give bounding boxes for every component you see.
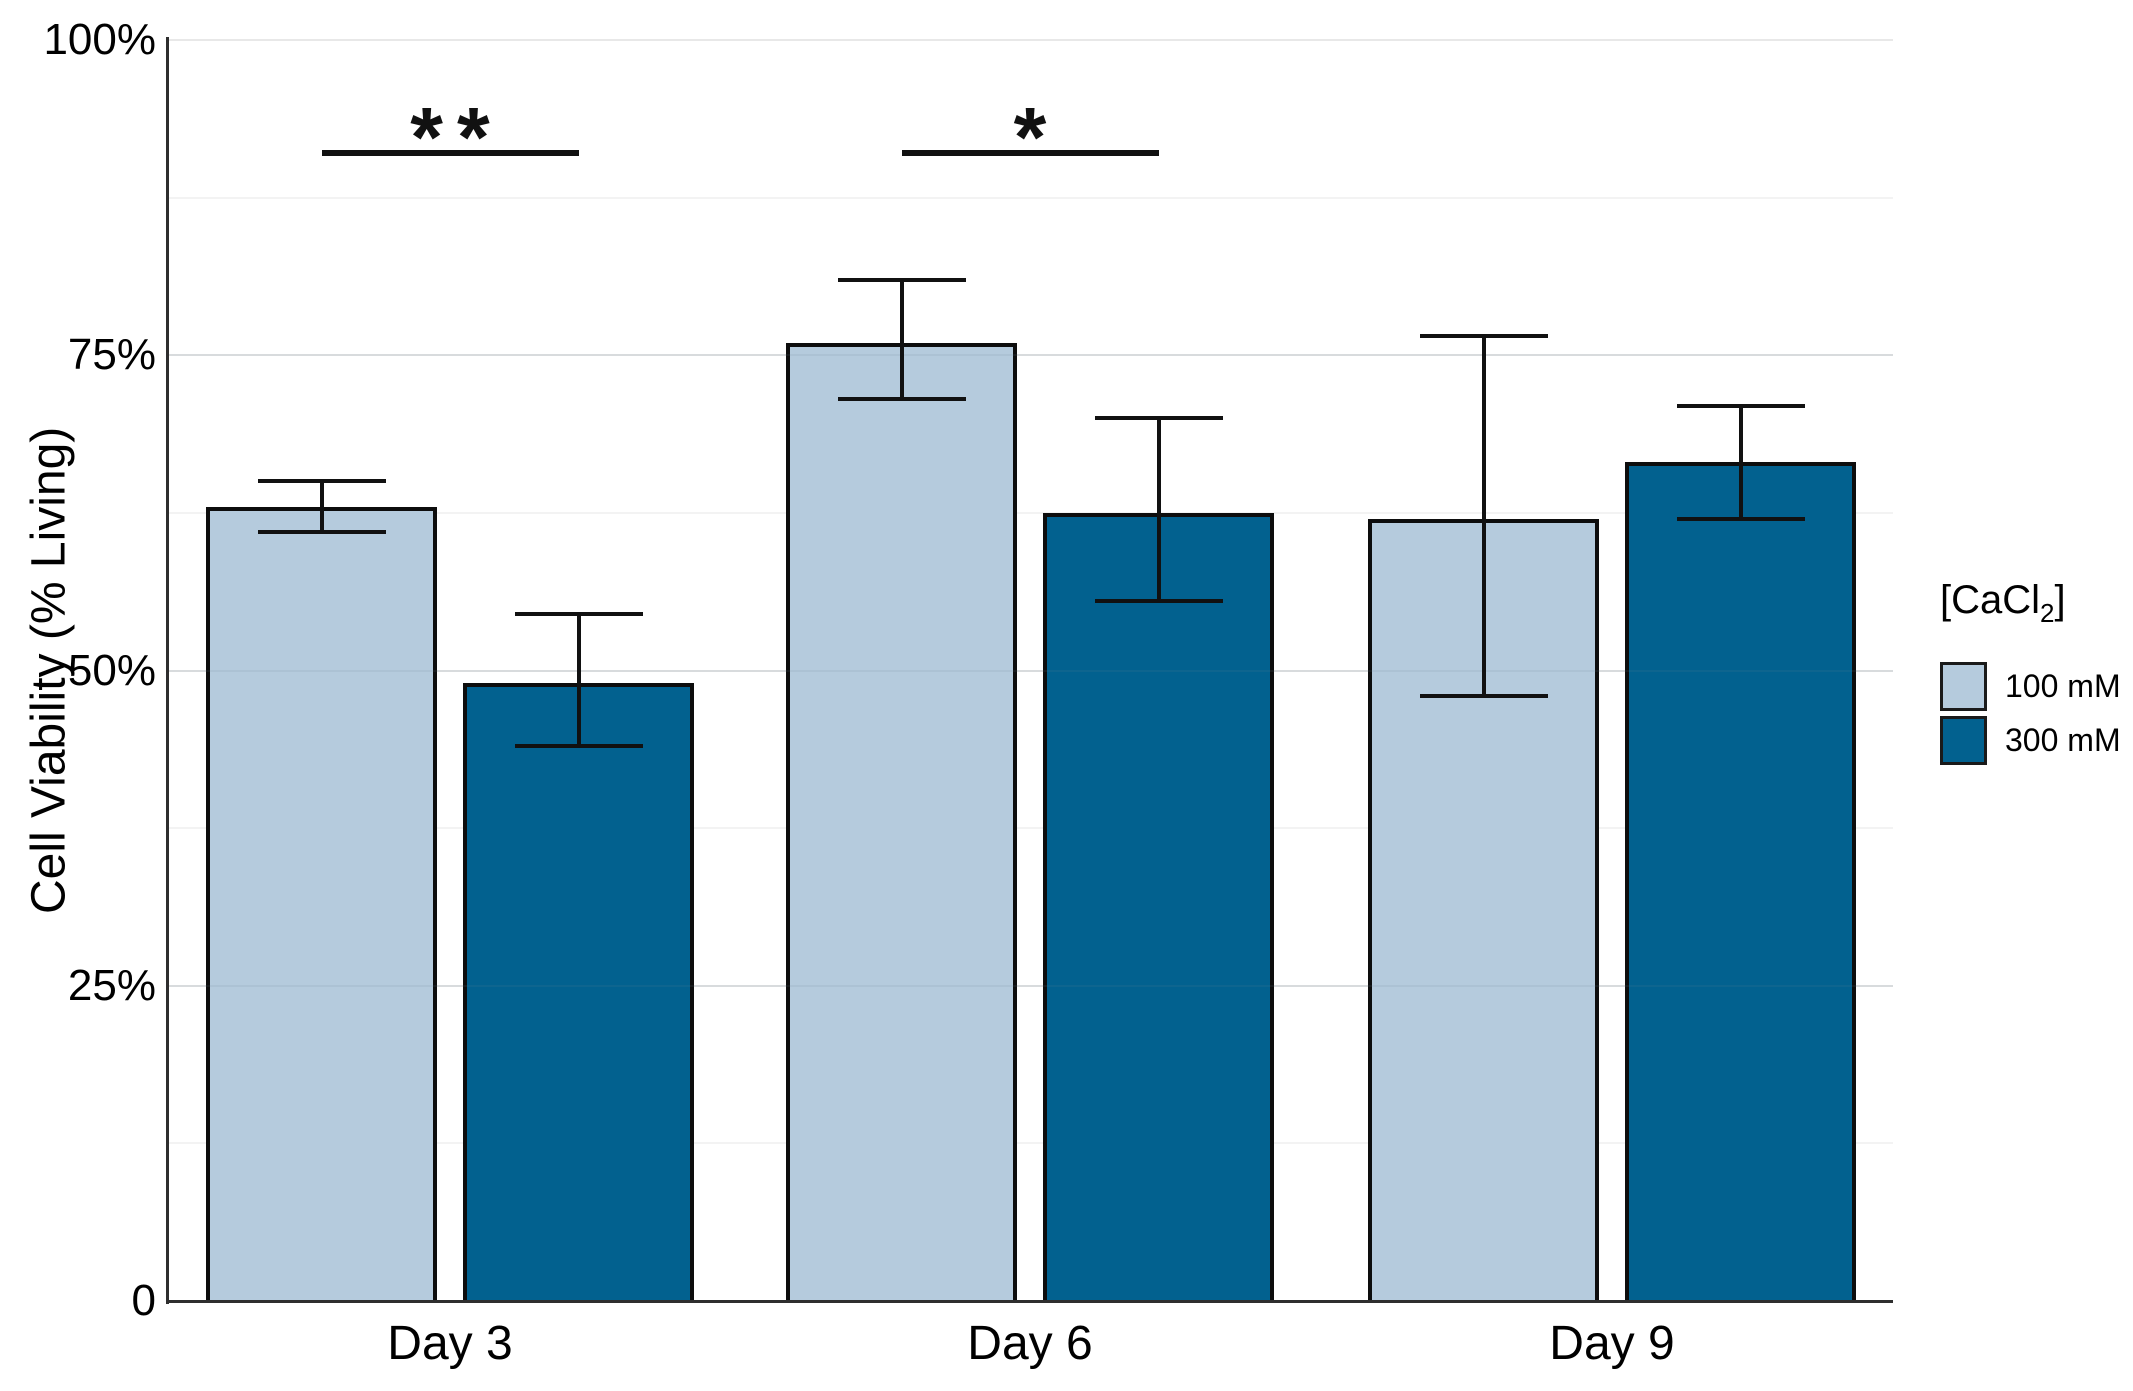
bar-100-mm-day-3 xyxy=(206,506,437,1301)
error-bar-cap-bottom xyxy=(514,744,643,749)
y-tick-label: 50% xyxy=(67,645,156,695)
gridline-overlay xyxy=(168,354,1893,357)
error-bar-cap-top xyxy=(1419,334,1548,339)
error-bar-cap-top xyxy=(1676,403,1805,408)
bar-300-mm-day-6 xyxy=(1043,512,1274,1301)
legend-title-suffix: ] xyxy=(2054,578,2066,622)
bar-300-mm-day-9 xyxy=(1625,462,1856,1301)
error-bar-cap-top xyxy=(257,479,386,484)
error-bar-cap-top xyxy=(837,277,966,282)
legend-label: 100 mM xyxy=(2005,667,2121,704)
error-bar-line xyxy=(576,613,581,747)
y-tick-label: 25% xyxy=(67,960,156,1010)
y-tick-label: 75% xyxy=(67,330,156,380)
error-bar-cap-top xyxy=(514,611,643,616)
significance-label: ** xyxy=(410,90,504,185)
legend-items: 100 mM 300 mM xyxy=(1940,661,2130,765)
legend-label: 300 mM xyxy=(2005,721,2121,758)
error-bar-line xyxy=(319,481,324,532)
x-axis-line xyxy=(166,1300,1893,1303)
error-bar-cap-bottom xyxy=(1419,693,1548,698)
gridline-minor xyxy=(168,1142,1893,1145)
y-tick-label: 0 xyxy=(131,1276,156,1325)
gridline-major xyxy=(168,984,1893,987)
error-bar-cap-bottom xyxy=(837,397,966,402)
y-axis-line xyxy=(166,37,169,1304)
gridline-minor xyxy=(168,196,1893,199)
significance-line xyxy=(321,150,579,157)
gridline-minor xyxy=(168,827,1893,830)
significance-line xyxy=(901,150,1159,157)
error-bar-line xyxy=(899,279,904,400)
legend: [CaCl2] 100 mM 300 mM xyxy=(1940,576,2130,769)
legend-title-prefix: [CaCl xyxy=(1940,578,2041,622)
legend-swatch xyxy=(1940,715,1987,765)
legend-item-300-mm: 300 mM xyxy=(1940,715,2130,765)
gridline-minor xyxy=(168,511,1893,514)
bar-100-mm-day-6 xyxy=(786,342,1017,1301)
error-bar-line xyxy=(1481,336,1486,696)
gridline-major xyxy=(168,354,1893,357)
bar-300-mm-day-3 xyxy=(463,683,694,1301)
x-tick-label: Day 9 xyxy=(1549,1317,1675,1370)
error-bar-cap-top xyxy=(1094,416,1223,421)
error-bar-cap-bottom xyxy=(1094,599,1223,604)
legend-title-subscript: 2 xyxy=(2040,598,2055,628)
gridline-major xyxy=(168,39,1893,41)
x-tick-label: Day 3 xyxy=(387,1317,513,1370)
gridline-major xyxy=(168,669,1893,672)
significance-label: * xyxy=(1013,90,1061,185)
y-tick-label: 100% xyxy=(43,15,156,64)
error-bar-cap-bottom xyxy=(257,529,386,534)
error-bar-line xyxy=(1738,405,1743,520)
legend-item-100-mm: 100 mM xyxy=(1940,661,2130,711)
gridline-overlay xyxy=(168,984,1893,987)
error-bar-line xyxy=(1156,418,1161,602)
legend-swatch xyxy=(1940,661,1987,711)
error-bar-cap-bottom xyxy=(1676,517,1805,522)
legend-title: [CaCl2] xyxy=(1940,576,2130,637)
x-tick-label: Day 6 xyxy=(967,1317,1093,1370)
gridline-overlay xyxy=(168,669,1893,672)
